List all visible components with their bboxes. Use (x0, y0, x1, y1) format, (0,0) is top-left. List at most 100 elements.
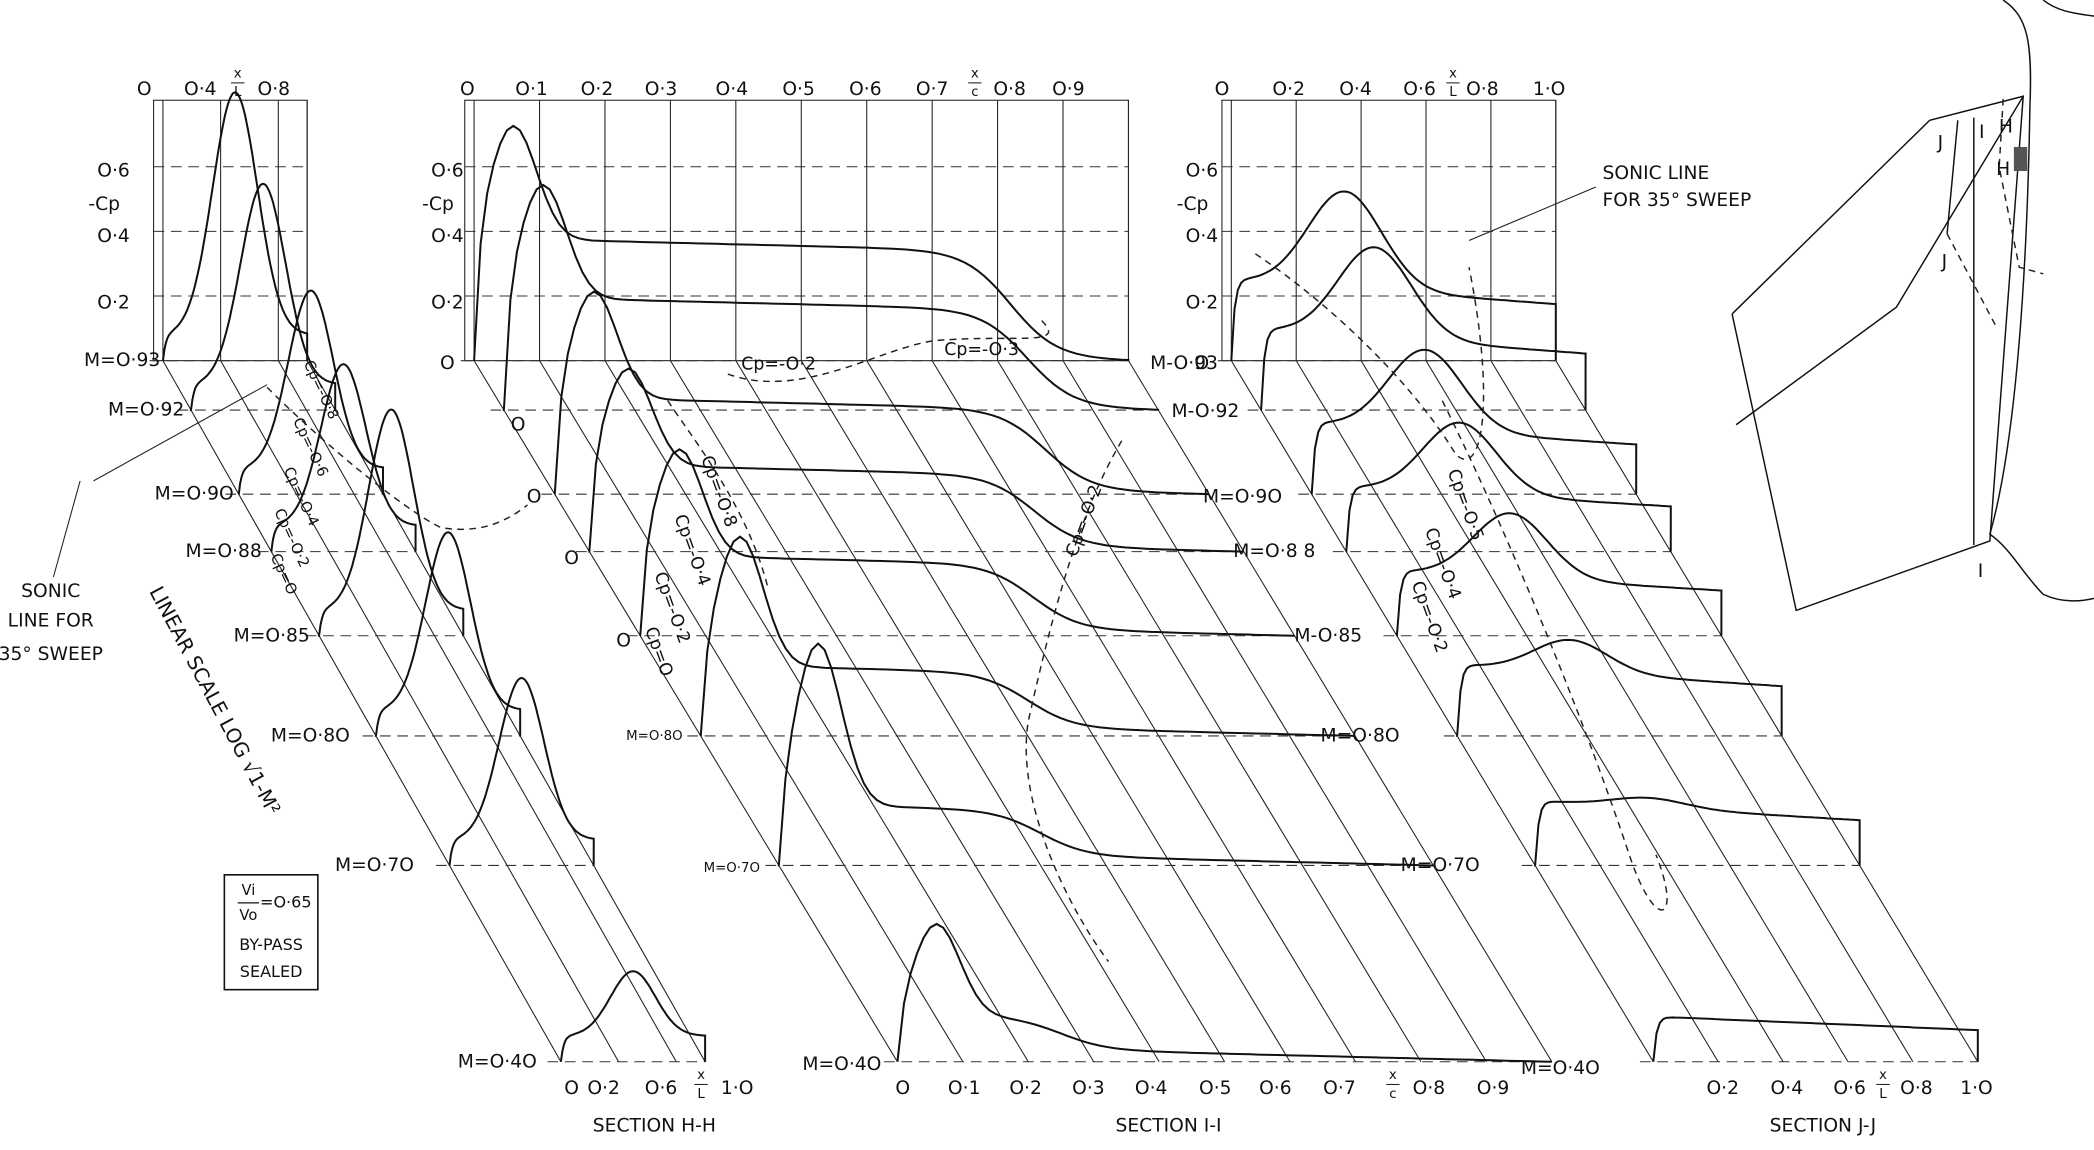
row-zero: O (616, 631, 631, 652)
top-tick: O (1215, 79, 1230, 100)
sonic-note: FOR 35° SWEEP (1603, 190, 1752, 211)
cp-tick: O·2 (1186, 293, 1219, 314)
station-line (1490, 360, 1914, 1063)
station-line (162, 360, 562, 1063)
top-tick: O·3 (645, 79, 678, 100)
planform-label: H (1996, 159, 2010, 180)
mach-label: M-O·85 (1294, 625, 1362, 646)
sonic-note: LINE FOR (8, 611, 94, 632)
row-zero: O (511, 414, 526, 435)
flow-ratio: =O·65 (260, 892, 312, 911)
bottom-tick: O·2 (1706, 1078, 1739, 1099)
mach-label: M=O·9O (155, 484, 234, 505)
planform-label: J (1941, 251, 1948, 272)
axis-label: x (697, 1068, 705, 1083)
cp-tick: O·4 (431, 226, 464, 247)
pressure-curve (473, 124, 1130, 361)
contour (727, 320, 1050, 383)
top-tick: O (460, 79, 475, 100)
bottom-tick: O·3 (1072, 1078, 1105, 1099)
mach-label: M=O·7O (335, 855, 414, 876)
bottom-tick: O·8 (1413, 1078, 1446, 1099)
section-title: SECTION H-H (593, 1115, 716, 1136)
pressure-curve (1345, 421, 1672, 553)
top-tick: O·9 (1052, 79, 1085, 100)
station-line (1128, 360, 1553, 1063)
bottom-tick: 1·O (1960, 1078, 1993, 1099)
axis-label: L (1449, 85, 1457, 100)
top-tick: O·4 (1339, 79, 1372, 100)
cp-tick: O·6 (1186, 161, 1219, 182)
mach-label: M=O·8O (271, 725, 350, 746)
bypass-note: SEALED (240, 962, 303, 981)
pressure-curve (270, 363, 417, 553)
pressure-curve (896, 922, 1552, 1063)
pressure-curve (1310, 348, 1638, 496)
top-tick: O·2 (1272, 79, 1305, 100)
planform-label: I (1979, 122, 1985, 143)
cp-tick: O·2 (97, 293, 130, 314)
flow-ratio: Vi (241, 882, 255, 899)
bottom-tick: 1·O (721, 1078, 754, 1099)
planform (1731, 0, 2094, 612)
pressure-curve (189, 182, 337, 412)
flow-ratio: Vo (239, 907, 257, 924)
pressure-curve (374, 531, 522, 737)
cp-tick: O·4 (97, 226, 130, 247)
top-tick: O·6 (1403, 79, 1436, 100)
planform-label: I (1978, 561, 1984, 582)
pressure-curve (448, 676, 595, 867)
mach-label: M=O·8O (1321, 725, 1400, 746)
axis-label: x (1389, 1068, 1397, 1083)
section-title: SECTION I-I (1116, 1115, 1222, 1136)
mach-label: M=O·92 (108, 400, 184, 421)
flow-box (223, 874, 319, 991)
bottom-tick: O·8 (1900, 1078, 1933, 1099)
mach-label: M-O·92 (1171, 401, 1239, 422)
contour-label: Cp=-O·3 (944, 340, 1019, 360)
bottom-tick: O·6 (1259, 1078, 1292, 1099)
pressure-curve (502, 183, 1160, 412)
station-line (473, 360, 898, 1063)
planform-label: H (1999, 116, 2013, 137)
sonic-note: SONIC LINE (1603, 163, 1710, 184)
pressure-curve (777, 642, 1434, 867)
station-line (1230, 360, 1654, 1063)
top-tick: O·4 (184, 79, 217, 100)
axis-label: x (971, 67, 979, 82)
station-line (277, 360, 677, 1063)
row-zero: O (564, 548, 579, 569)
station-line (539, 360, 964, 1063)
bottom-tick: O (895, 1078, 910, 1099)
row-zero: O (527, 486, 542, 507)
bottom-tick: O·2 (1009, 1078, 1042, 1099)
contour (667, 400, 769, 588)
top-tick: O·1 (515, 79, 548, 100)
cp-tick: O·2 (431, 293, 464, 314)
mach-label: M=O·88 (186, 541, 262, 562)
pressure-curve (161, 91, 309, 361)
top-tick: O·6 (849, 79, 882, 100)
pressure-curve (553, 290, 1210, 496)
station-line (1062, 360, 1487, 1063)
station-line (997, 360, 1422, 1063)
mach-label: M=O·9O (1203, 486, 1282, 507)
mach-label: M=O·93 (84, 350, 160, 371)
top-tick: O (137, 79, 152, 100)
bottom-tick: O·4 (1135, 1078, 1168, 1099)
pressure-curve (1534, 796, 1861, 867)
mach-label: M=O·4O (458, 1051, 537, 1072)
top-tick: O·8 (257, 79, 290, 100)
axis-label: c (971, 85, 978, 100)
axis-label: L (697, 1087, 705, 1102)
top-tick: O·8 (993, 79, 1026, 100)
station-line (1360, 360, 1784, 1063)
sonic-note: SONIC (21, 581, 80, 602)
mach-label: M=O·7O (1401, 855, 1480, 876)
planform-label: J (1937, 132, 1944, 153)
pressure-curve (237, 289, 385, 496)
pressure-curve (1395, 512, 1723, 637)
bypass-note: BY-PASS (239, 935, 303, 954)
